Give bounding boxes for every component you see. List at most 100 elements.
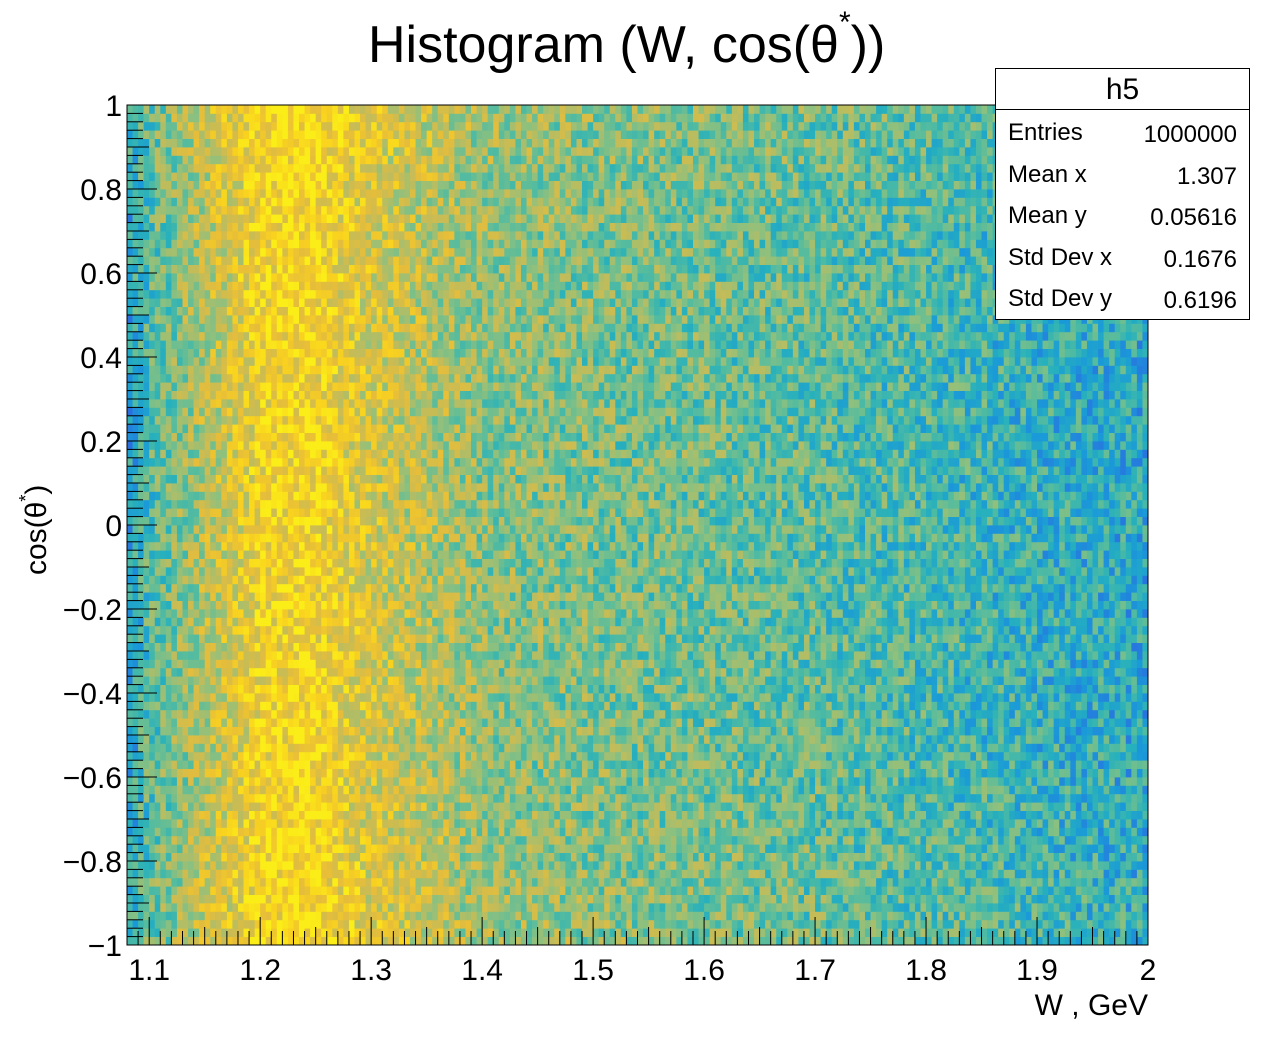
heatmap-cell — [304, 903, 311, 912]
heatmap-cell — [188, 348, 194, 358]
heatmap-cell — [215, 911, 222, 921]
heatmap-cell — [271, 709, 278, 719]
heatmap-cell — [310, 172, 317, 181]
heatmap-cell — [343, 701, 350, 711]
heatmap-cell — [232, 407, 239, 417]
heatmap-cell — [226, 600, 233, 610]
heatmap-cell — [326, 441, 333, 450]
heatmap-cell — [371, 105, 378, 114]
heatmap-cell — [287, 298, 294, 307]
heatmap-cell — [221, 373, 228, 383]
heatmap-cell — [398, 802, 405, 811]
heatmap-cell — [138, 231, 145, 240]
heatmap-cell — [182, 373, 189, 383]
heatmap-cell — [226, 315, 233, 324]
heatmap-cell — [371, 457, 378, 467]
heatmap-cell — [210, 331, 217, 341]
heatmap-cell — [232, 415, 239, 425]
heatmap-cell — [360, 172, 366, 181]
heatmap-cell — [132, 390, 139, 400]
heatmap-cell — [204, 869, 211, 879]
heatmap-cell — [387, 231, 394, 240]
heatmap-cell — [160, 231, 167, 240]
heatmap-cell — [138, 382, 145, 391]
heatmap-cell — [160, 667, 167, 677]
heatmap-cell — [382, 340, 389, 349]
heatmap-cell — [210, 693, 217, 702]
heatmap-cell — [132, 877, 139, 887]
heatmap-cell — [237, 634, 244, 643]
heatmap-cell — [138, 550, 145, 559]
heatmap-cell — [365, 735, 372, 744]
heatmap-cell — [265, 357, 272, 366]
heatmap-cell — [365, 567, 372, 576]
heatmap-cell — [326, 121, 333, 131]
heatmap-cell — [365, 399, 372, 408]
heatmap-cell — [299, 483, 305, 492]
heatmap-cell — [204, 474, 211, 484]
heatmap-cell — [199, 189, 206, 198]
heatmap-cell — [160, 634, 167, 643]
heatmap-cell — [343, 415, 350, 425]
heatmap-cell — [132, 466, 139, 475]
heatmap-cell — [304, 113, 311, 123]
heatmap-cell — [343, 382, 350, 391]
heatmap-cell — [249, 693, 256, 702]
heatmap-cell — [232, 264, 239, 274]
heatmap-cell — [287, 474, 294, 484]
heatmap-cell — [188, 533, 194, 543]
heatmap-cell — [337, 651, 344, 660]
heatmap-cell — [310, 121, 317, 131]
heatmap-cell — [376, 315, 383, 324]
heatmap-cell — [226, 273, 233, 282]
heatmap-cell — [243, 911, 250, 921]
heatmap-cell — [143, 474, 150, 484]
heatmap-cell — [310, 735, 317, 744]
heatmap-cell — [387, 634, 394, 643]
heatmap-cell — [393, 583, 400, 593]
heatmap-cell — [276, 768, 283, 778]
heatmap-cell — [193, 718, 200, 727]
heatmap-cell — [360, 180, 366, 190]
heatmap-cell — [354, 222, 361, 232]
heatmap-cell — [188, 121, 194, 131]
heatmap-cell — [326, 919, 333, 929]
heatmap-cell — [204, 735, 211, 744]
heatmap-cell — [332, 894, 339, 904]
heatmap-cell — [343, 676, 350, 685]
heatmap-cell — [354, 743, 361, 753]
heatmap-cell — [221, 340, 228, 349]
heatmap-cell — [215, 642, 222, 652]
heatmap-cell — [215, 466, 222, 475]
heatmap-cell — [354, 684, 361, 694]
heatmap-cell — [132, 306, 139, 316]
heatmap-cell — [160, 138, 167, 148]
heatmap-cell — [365, 861, 372, 870]
heatmap-cell — [332, 903, 339, 912]
heatmap-cell — [360, 751, 366, 761]
heatmap-cell — [310, 508, 317, 517]
heatmap-cell — [387, 424, 394, 433]
heatmap-cell — [127, 298, 133, 307]
heatmap-cell — [310, 315, 317, 324]
heatmap-cell — [199, 373, 206, 383]
heatmap-cell — [182, 432, 189, 442]
heatmap-cell — [354, 592, 361, 601]
heatmap-cell — [182, 214, 189, 223]
heatmap-cell — [365, 617, 372, 627]
heatmap-cell — [348, 331, 355, 341]
heatmap-cell — [149, 709, 156, 719]
heatmap-cell — [171, 281, 178, 291]
heatmap-cell — [215, 247, 222, 257]
heatmap-cell — [265, 399, 272, 408]
heatmap-cell — [287, 365, 294, 375]
heatmap-cell — [204, 785, 211, 795]
heatmap-cell — [393, 919, 400, 929]
heatmap-cell — [127, 449, 133, 459]
heatmap-cell — [321, 777, 328, 786]
heatmap-cell — [215, 256, 222, 265]
heatmap-cell — [343, 861, 350, 870]
heatmap-cell — [176, 197, 183, 207]
heatmap-cell — [387, 525, 394, 534]
heatmap-cell — [182, 911, 189, 921]
